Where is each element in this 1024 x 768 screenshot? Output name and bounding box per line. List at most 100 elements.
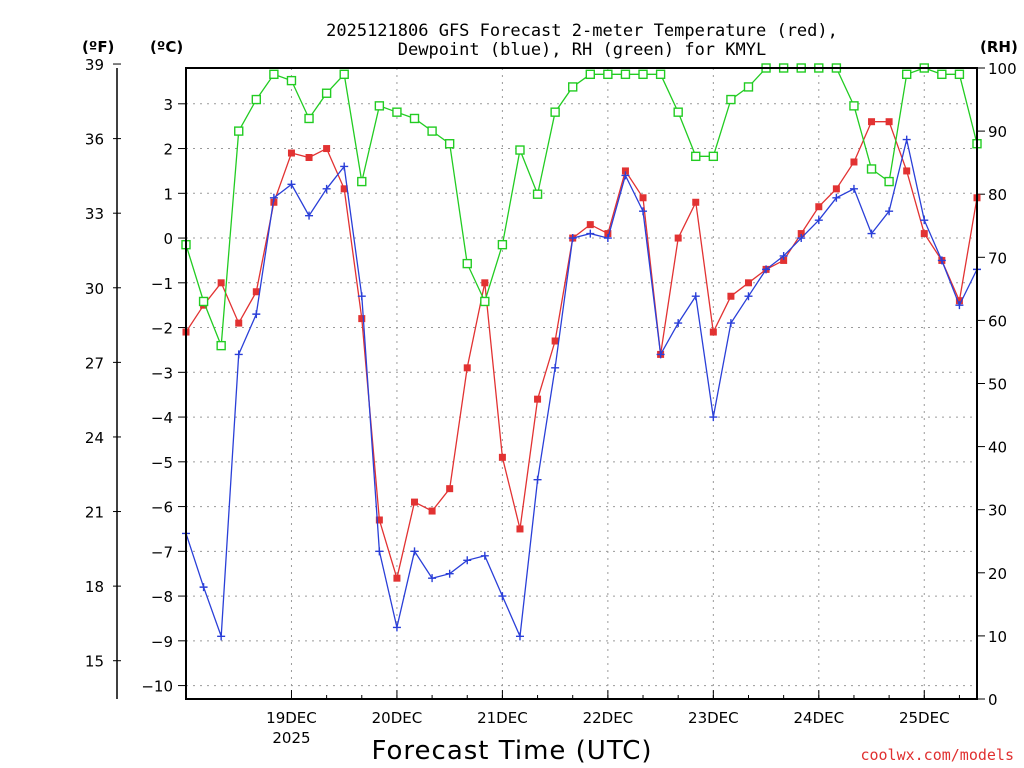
- fahrenheit-axis: 39 36 33 30 27 24 21 18 15: [85, 56, 121, 699]
- time-tick-label: 24DEC: [794, 709, 845, 727]
- dewpoint-marker: [463, 556, 472, 565]
- rh-marker: [884, 176, 894, 187]
- rh-marker: [655, 69, 666, 80]
- dewpoint-marker: [340, 162, 349, 171]
- temperature-marker: [340, 185, 348, 193]
- rh-marker: [216, 340, 226, 351]
- rh-tick-label: 90: [988, 123, 1007, 141]
- dewpoint-marker: [797, 234, 806, 243]
- dewpoint-marker: [603, 234, 612, 243]
- temperature-marker: [235, 319, 243, 327]
- temperature-marker: [903, 167, 911, 175]
- dewpoint-marker: [621, 171, 630, 180]
- dewpoint-marker: [849, 184, 858, 193]
- temperature-marker: [692, 198, 700, 206]
- dewpoint-marker: [955, 301, 964, 310]
- dewpoint-marker: [287, 180, 296, 189]
- rh-marker: [462, 258, 472, 269]
- rh-marker: [866, 164, 877, 174]
- rh-tick-label: 0: [988, 691, 998, 709]
- dewpoint-marker: [322, 184, 331, 193]
- temperature-marker: [375, 516, 383, 524]
- fahrenheit-tick-label: 18: [85, 578, 104, 596]
- temperature-marker: [815, 203, 823, 211]
- temperature-marker: [639, 194, 647, 202]
- temperature-marker: [481, 279, 489, 287]
- rh-marker: [198, 296, 209, 307]
- time-tick-label: 25DEC: [899, 709, 950, 727]
- dewpoint-marker: [744, 292, 753, 301]
- temperature-marker: [744, 279, 752, 287]
- rh-marker: [251, 94, 262, 105]
- temperature-marker: [305, 154, 313, 162]
- rh-marker: [532, 189, 543, 199]
- fahrenheit-unit-label: (ºF): [82, 38, 114, 56]
- dewpoint-marker: [656, 350, 665, 359]
- celsius-tick-label: −10: [141, 678, 173, 696]
- dewpoint-marker: [357, 292, 366, 301]
- rh-marker: [726, 94, 736, 105]
- time-tick-sublabel: 2025: [272, 729, 310, 747]
- rh-marker: [480, 296, 490, 307]
- fahrenheit-tick-label: 39: [85, 56, 104, 74]
- rh-marker: [357, 176, 367, 187]
- dewpoint-marker: [551, 363, 560, 372]
- rh-marker: [497, 239, 508, 250]
- temperature-marker: [780, 256, 788, 264]
- dewpoint-marker: [762, 265, 771, 274]
- rh-marker: [339, 69, 349, 80]
- dewpoint-marker: [410, 547, 419, 556]
- dewpoint-marker: [902, 135, 911, 144]
- rh-marker: [638, 69, 648, 80]
- rh-marker: [234, 126, 244, 136]
- rh-marker: [849, 101, 859, 111]
- dewpoint-marker: [674, 319, 683, 328]
- dewpoint-marker: [480, 551, 489, 560]
- dewpoint-marker: [885, 207, 894, 216]
- celsius-tick-label: −4: [151, 409, 173, 427]
- fahrenheit-tick-label: 21: [85, 504, 104, 522]
- time-tick-label: 19DEC: [266, 709, 317, 727]
- rh-tick-label: 30: [988, 502, 1007, 520]
- x-axis-label: Forecast Time (UTC): [371, 736, 652, 766]
- fahrenheit-tick-label: 33: [85, 205, 104, 223]
- celsius-tick-label: 1: [163, 185, 173, 203]
- dewpoint-marker: [814, 216, 823, 225]
- rh-marker: [550, 107, 560, 117]
- celsius-axis: 3 2 1 0 −1 −2 −3 −4 −5 −6 −7 −8 −9 −10: [141, 96, 186, 696]
- dewpoint-marker: [199, 583, 208, 592]
- series-line-dewpoint: [185, 139, 978, 639]
- rh-tick-label: 20: [988, 565, 1007, 583]
- rh-marker: [673, 107, 683, 117]
- rh-tick-label: 60: [988, 312, 1007, 330]
- temperature-marker: [551, 337, 559, 345]
- rh-tick-label: 80: [988, 186, 1007, 204]
- dewpoint-marker: [920, 216, 929, 225]
- dewpoint-marker: [498, 592, 507, 601]
- fahrenheit-tick-label: 24: [85, 429, 104, 447]
- dewpoint-marker: [533, 475, 542, 484]
- fahrenheit-tick-label: 30: [85, 280, 104, 298]
- rh-marker: [743, 82, 754, 92]
- dewpoint-marker: [568, 234, 577, 243]
- grid-lines: [186, 68, 977, 699]
- rh-marker: [954, 69, 965, 80]
- series-line-rh: [185, 67, 978, 346]
- dewpoint-marker: [252, 310, 261, 319]
- rh-tick-label: 10: [988, 628, 1007, 646]
- temperature-marker: [270, 198, 278, 206]
- rh-marker: [603, 69, 613, 80]
- temperature-marker: [463, 364, 471, 372]
- celsius-tick-label: −7: [151, 543, 173, 561]
- rh-marker: [708, 151, 719, 162]
- plot-frame: [185, 67, 978, 700]
- fahrenheit-tick-label: 36: [85, 131, 104, 149]
- rh-marker: [392, 107, 402, 117]
- fahrenheit-tick-label: 15: [85, 653, 104, 671]
- rh-tick-label: 100: [988, 60, 1017, 78]
- rh-marker: [620, 69, 631, 80]
- celsius-tick-label: −1: [151, 275, 173, 293]
- rh-marker: [374, 101, 385, 111]
- temperature-marker: [832, 185, 840, 193]
- temperature-marker: [287, 149, 295, 157]
